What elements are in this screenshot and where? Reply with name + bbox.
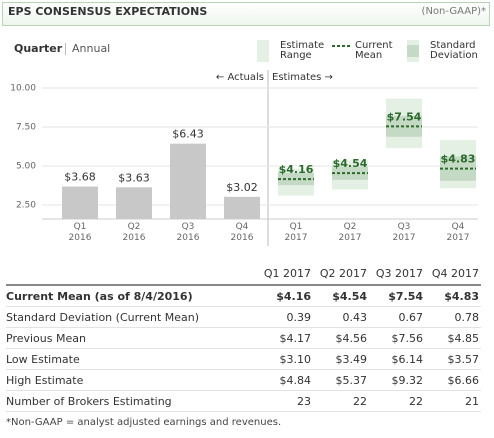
column-header: Q3 2017 xyxy=(375,266,423,280)
row-label: Current Mean (as of 8/4/2016) xyxy=(6,289,193,303)
table-cell: 23 xyxy=(297,394,311,408)
y-tick-label: 10.00 xyxy=(10,83,36,93)
table-cell: $4.83 xyxy=(444,289,479,303)
x-tick-label: Q2 2017 xyxy=(338,222,362,243)
table-cell: $4.56 xyxy=(335,331,368,345)
table-cell: $6.66 xyxy=(447,373,480,387)
row-label: Number of Brokers Estimating xyxy=(6,394,172,408)
legend-label: Current Mean xyxy=(355,40,393,61)
mean-value-label: $4.54 xyxy=(333,157,368,170)
chart: ← Actuals Estimates → 2.50 5.00 7.50 10.00 $… xyxy=(10,40,478,246)
table-cell: $3.49 xyxy=(335,352,368,366)
column-header: Q4 2017 xyxy=(431,266,479,280)
x-tick-label: Q1 2016 xyxy=(68,222,92,243)
table-cell: $5.37 xyxy=(335,373,368,387)
table-row: Current Mean (as of 8/4/2016) $4.16 $4.54 $… xyxy=(6,285,481,307)
mean-value-label: $4.83 xyxy=(441,153,476,166)
table-cell: $3.57 xyxy=(447,352,480,366)
footnote: *Non-GAAP = analyst adjusted earnings an… xyxy=(6,417,282,428)
table-cell: $4.16 xyxy=(276,289,311,303)
table-cell: 21 xyxy=(465,394,479,408)
legend-label: Standard Deviation xyxy=(430,40,478,61)
annotation: Estimates → xyxy=(272,72,333,83)
row-label: Low Estimate xyxy=(6,352,80,366)
table-cell: 0.78 xyxy=(454,310,480,324)
table-cell: 0.39 xyxy=(286,310,312,324)
table-cell: $7.54 xyxy=(388,289,423,303)
table-cell: $4.17 xyxy=(279,331,312,345)
table-cell: $9.32 xyxy=(391,373,424,387)
x-tick-label: Q1 2017 xyxy=(284,222,308,243)
x-tick-label: Q4 2017 xyxy=(446,222,470,243)
row-label: Standard Deviation (Current Mean) xyxy=(6,310,200,324)
table-cell: 22 xyxy=(353,394,367,408)
x-tick-label: Q4 2016 xyxy=(230,222,254,243)
legend-icon xyxy=(257,40,269,62)
table-row: High Estimate $4.84 $5.37 $9.32 $6.66 xyxy=(6,370,481,391)
table-header: Q1 2017 Q2 2017 Q3 2017 Q4 2017 xyxy=(6,262,481,285)
x-tick-label: Q3 2016 xyxy=(176,222,200,243)
bar-value-label: $3.63 xyxy=(118,171,150,184)
annotation: ← Actuals xyxy=(216,72,264,83)
tab[interactable]: Quarter xyxy=(14,42,63,55)
bar xyxy=(224,196,260,219)
table-cell: $4.85 xyxy=(447,331,480,345)
table-row: Number of Brokers Estimating 23 22 22 21 xyxy=(6,391,481,412)
legend-label: Estimate Range xyxy=(280,40,325,61)
tab-separator xyxy=(65,43,66,55)
tab[interactable]: Annual xyxy=(72,42,111,55)
table-cell: $4.54 xyxy=(332,289,367,303)
header-note: (Non-GAAP)* xyxy=(421,6,486,17)
bar xyxy=(62,186,98,219)
table-row: Previous Mean $4.17 $4.56 $7.56 $4.85 xyxy=(6,328,481,349)
table-cell: $6.14 xyxy=(391,352,424,366)
legend-icon xyxy=(407,45,419,57)
bar xyxy=(116,187,152,219)
column-header: Q1 2017 xyxy=(263,266,311,280)
mean-value-label: $4.16 xyxy=(279,163,314,176)
table-cell: $7.56 xyxy=(391,331,424,345)
table-cell: $3.10 xyxy=(279,352,312,366)
mean-value-label: $7.54 xyxy=(387,110,422,123)
table-cell: 0.67 xyxy=(398,310,424,324)
row-label: Previous Mean xyxy=(6,331,86,345)
title: EPS CONSENSUS EXPECTATIONS xyxy=(8,5,208,18)
table-row: Low Estimate $3.10 $3.49 $6.14 $3.57 xyxy=(6,349,481,370)
bar xyxy=(170,143,206,219)
y-tick-label: 2.50 xyxy=(16,200,36,210)
estimates-table: Q1 2017 Q2 2017 Q3 2017 Q4 2017 Current Mea… xyxy=(6,262,481,412)
row-label: High Estimate xyxy=(6,373,84,387)
column-header: Q2 2017 xyxy=(319,266,367,280)
table-row: Standard Deviation (Current Mean) 0.39 0.4… xyxy=(6,307,481,328)
y-tick-label: 5.00 xyxy=(16,161,36,171)
bar-value-label: $6.43 xyxy=(172,128,204,141)
x-tick-label: Q2 2016 xyxy=(122,222,146,243)
x-tick-label: Q3 2017 xyxy=(392,222,416,243)
y-tick-label: 7.50 xyxy=(16,122,36,132)
corner xyxy=(6,262,258,285)
table-cell: $4.84 xyxy=(279,373,312,387)
table-cell: 0.43 xyxy=(342,310,368,324)
table-cell: 22 xyxy=(409,394,423,408)
bar-value-label: $3.02 xyxy=(226,181,258,194)
header-bar xyxy=(2,2,490,26)
bar-value-label: $3.68 xyxy=(64,171,96,184)
